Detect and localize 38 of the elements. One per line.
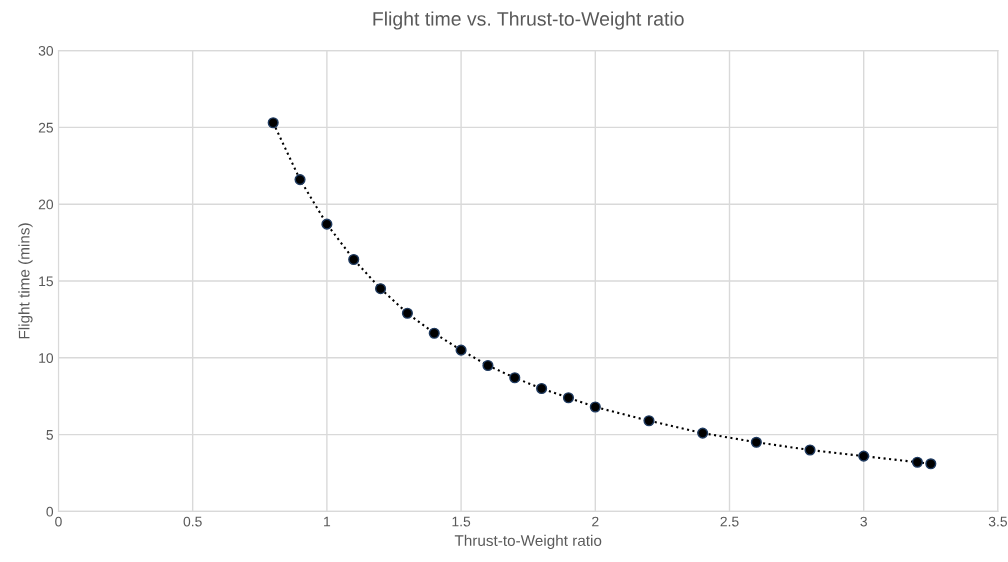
y-tick-label: 30 [38,45,54,56]
point [536,382,548,395]
x-tick-label: 0.5 [183,516,202,527]
point [455,344,467,356]
y-tick-label: 20 [38,199,54,210]
x-tick-label: 3 [860,516,867,527]
x-axis-title: Thrust-to-Weight ratio [454,534,602,550]
y-tick-label: 0 [46,506,54,517]
chart-title: Flight time vs. Thrust-to-Weight ratio [373,11,684,30]
point [925,458,937,470]
point [482,359,494,372]
y-tick-label: 10 [39,353,54,363]
y-tick-label: 15 [39,276,54,287]
x-tick-label: 2.5 [720,516,739,527]
y-axis-title: Flight time (mins) [18,223,33,339]
point [804,444,816,456]
point [562,392,575,404]
x-tick-label: 2 [592,516,599,527]
point [509,372,521,384]
point [911,456,923,468]
x-tick-label: 0 [55,516,62,527]
x-tick-label: 1 [324,516,331,527]
y-tick-label: 25 [38,122,54,133]
point [401,307,413,319]
point [643,415,655,427]
point [375,283,387,295]
point [348,253,360,266]
point [589,401,601,413]
x-tick-label: 3.5 [988,516,1007,527]
point [267,117,279,129]
point [750,436,762,448]
point [428,327,440,339]
y-tick-label: 5 [46,430,54,440]
point [858,450,870,462]
x-tick-label: 1.5 [452,516,471,527]
point [697,427,709,439]
point [294,174,306,186]
point [321,218,333,230]
